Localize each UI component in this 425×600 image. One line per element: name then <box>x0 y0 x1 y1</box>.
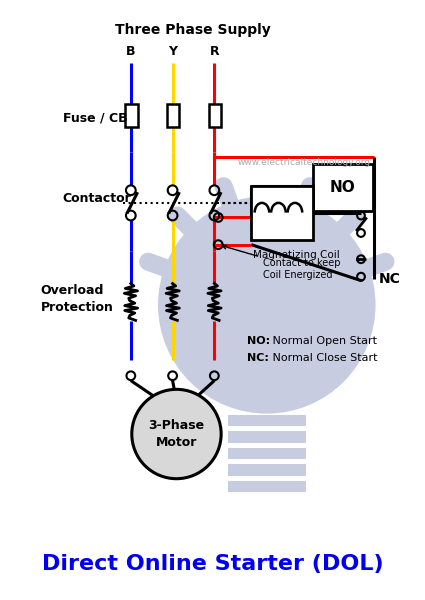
Bar <box>209 104 221 127</box>
Text: Direct Online Starter (DOL): Direct Online Starter (DOL) <box>42 554 383 574</box>
Text: 3-Phase: 3-Phase <box>148 419 204 432</box>
Text: NC:: NC: <box>247 353 269 363</box>
Circle shape <box>158 196 376 413</box>
Text: NC: NC <box>379 272 400 286</box>
Text: Normal Open Start: Normal Open Start <box>269 336 377 346</box>
Bar <box>228 481 306 492</box>
Bar <box>228 431 306 443</box>
Text: Three Phase Supply: Three Phase Supply <box>115 23 271 37</box>
Text: NO:: NO: <box>247 336 270 346</box>
Circle shape <box>132 389 221 479</box>
Text: Overload: Overload <box>40 284 104 297</box>
Bar <box>167 104 179 127</box>
Text: NO: NO <box>330 180 355 195</box>
Text: Contact to keep
Coil Energized: Contact to keep Coil Energized <box>222 245 340 280</box>
Text: Normal Close Start: Normal Close Start <box>269 353 377 363</box>
Bar <box>228 448 306 459</box>
Text: www.electricaltechnology.org: www.electricaltechnology.org <box>238 158 371 167</box>
Text: Fuse / CB: Fuse / CB <box>63 112 128 125</box>
Text: Magnetizing Coil: Magnetizing Coil <box>253 250 340 260</box>
Text: Protection: Protection <box>40 301 113 314</box>
Text: Contactor: Contactor <box>63 191 132 205</box>
Bar <box>228 415 306 426</box>
Bar <box>228 464 306 476</box>
Text: Motor: Motor <box>156 436 197 449</box>
Text: B: B <box>126 45 136 58</box>
Text: Y: Y <box>168 45 177 58</box>
Bar <box>313 164 373 211</box>
Bar <box>251 187 313 240</box>
Bar <box>125 104 138 127</box>
Text: R: R <box>210 45 219 58</box>
